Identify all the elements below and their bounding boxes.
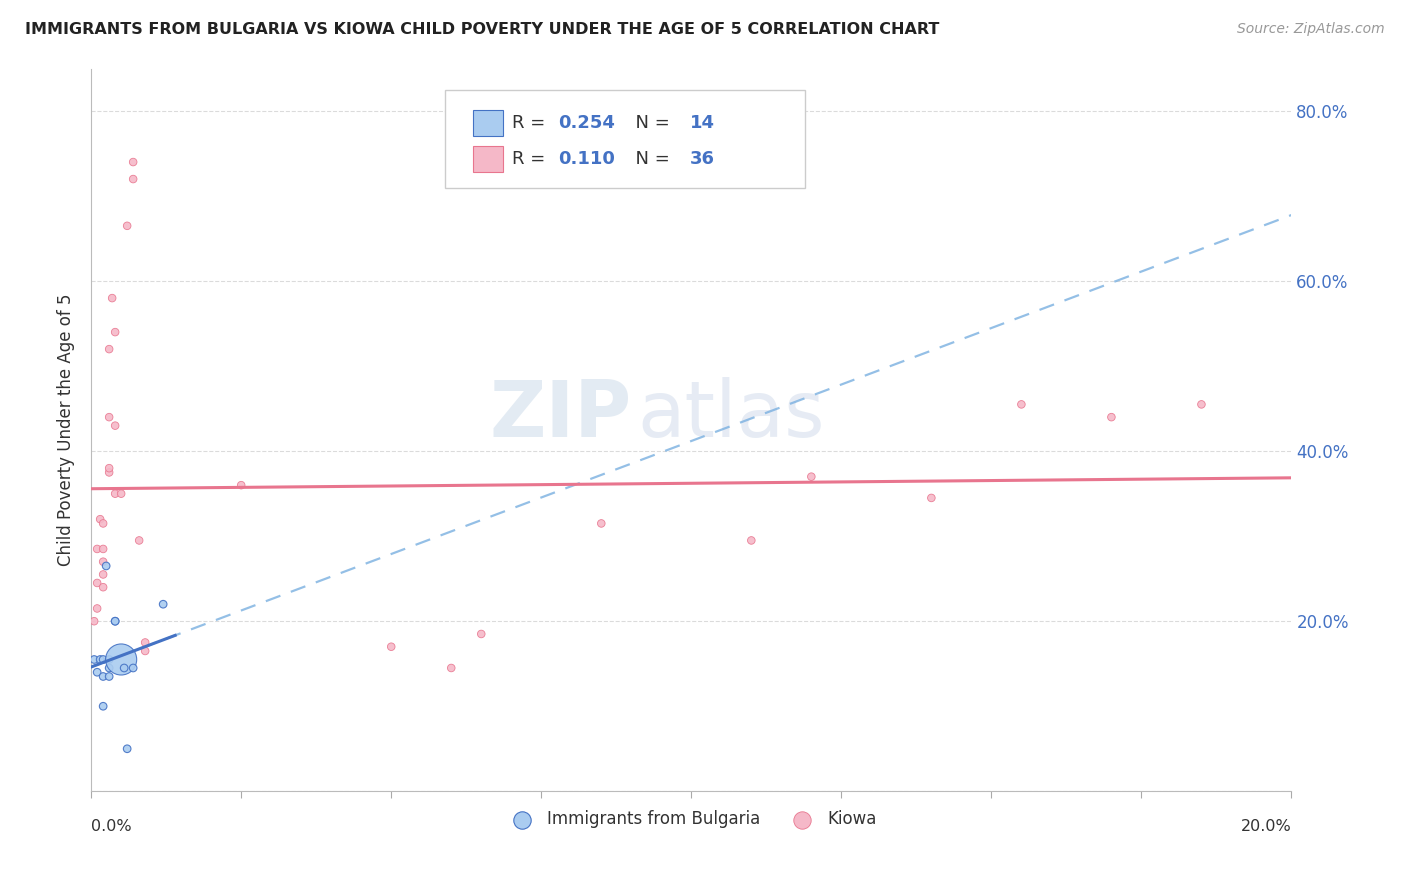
Text: IMMIGRANTS FROM BULGARIA VS KIOWA CHILD POVERTY UNDER THE AGE OF 5 CORRELATION C: IMMIGRANTS FROM BULGARIA VS KIOWA CHILD … [25, 22, 939, 37]
Point [1099, 410, 1122, 425]
Point [91, 699, 114, 714]
Text: R =: R = [512, 150, 551, 168]
FancyBboxPatch shape [472, 110, 503, 136]
FancyBboxPatch shape [472, 146, 503, 172]
Point [83, 614, 105, 628]
Point [1191, 397, 1213, 411]
Point [89, 652, 111, 666]
Point [91, 541, 114, 556]
Point [91, 669, 114, 683]
Point [98, 410, 121, 425]
Point [122, 172, 145, 186]
Point [134, 644, 156, 658]
Text: Source: ZipAtlas.com: Source: ZipAtlas.com [1237, 22, 1385, 37]
Point [91, 516, 114, 531]
Point [122, 155, 145, 169]
Text: 0.0%: 0.0% [91, 819, 132, 834]
Point [91, 555, 114, 569]
Text: N =: N = [624, 113, 676, 132]
Text: 36: 36 [690, 150, 716, 168]
Point [104, 418, 127, 433]
Point [440, 661, 463, 675]
Point [104, 614, 127, 628]
Point [112, 661, 135, 675]
Point [470, 627, 492, 641]
Point [104, 325, 127, 339]
Point [98, 461, 121, 475]
Point [98, 342, 121, 356]
Point [96, 558, 118, 573]
Text: atlas: atlas [637, 377, 825, 453]
Point [800, 469, 823, 483]
Point [128, 533, 150, 548]
Point [104, 486, 127, 500]
Point [98, 466, 121, 480]
Point [89, 512, 111, 526]
Point [591, 516, 613, 531]
Point [152, 597, 174, 611]
Point [231, 478, 253, 492]
Point [86, 601, 108, 615]
Text: 0.110: 0.110 [558, 150, 614, 168]
Legend: Immigrants from Bulgaria, Kiowa: Immigrants from Bulgaria, Kiowa [499, 804, 883, 835]
Point [101, 291, 124, 305]
Point [110, 486, 132, 500]
Point [86, 541, 108, 556]
Point [380, 640, 402, 654]
Point [98, 661, 121, 675]
Point [110, 652, 132, 666]
Point [122, 661, 145, 675]
Text: 20.0%: 20.0% [1240, 819, 1292, 834]
Point [115, 741, 138, 756]
Point [134, 635, 156, 649]
Text: R =: R = [512, 113, 551, 132]
Point [86, 665, 108, 680]
Y-axis label: Child Poverty Under the Age of 5: Child Poverty Under the Age of 5 [58, 293, 75, 566]
Point [83, 652, 105, 666]
Point [91, 580, 114, 594]
Text: 14: 14 [690, 113, 716, 132]
Point [1010, 397, 1032, 411]
Point [91, 652, 114, 666]
Point [91, 567, 114, 582]
Text: ZIP: ZIP [489, 377, 631, 453]
Text: 0.254: 0.254 [558, 113, 614, 132]
Point [98, 652, 121, 666]
Point [104, 614, 127, 628]
Text: N =: N = [624, 150, 676, 168]
Point [920, 491, 942, 505]
Point [740, 533, 762, 548]
Point [98, 669, 121, 683]
Point [86, 576, 108, 591]
FancyBboxPatch shape [446, 90, 806, 188]
Point [115, 219, 138, 233]
